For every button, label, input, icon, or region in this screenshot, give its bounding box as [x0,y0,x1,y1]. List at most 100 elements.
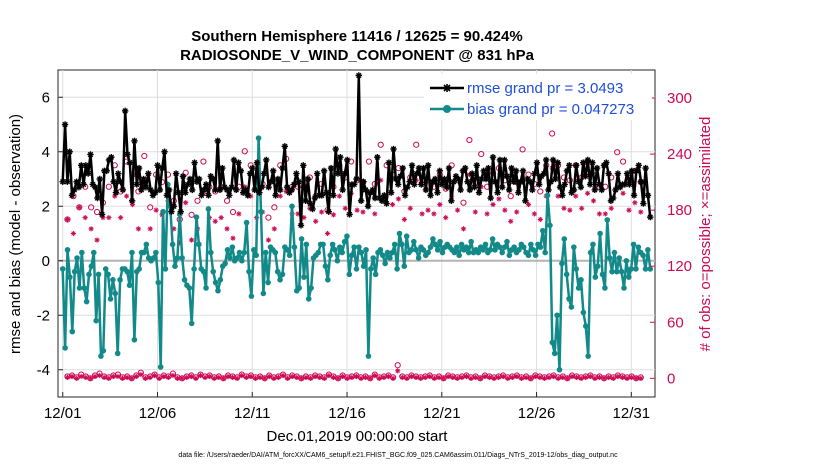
obs-assimilated-marker [324,230,331,237]
obs-assimilated-marker [573,193,579,199]
obs-assimilated-marker [395,368,401,374]
obs-assimilated-stroke [556,376,561,381]
rmse-series-point [517,178,524,185]
obs-assimilated-marker [142,375,149,381]
obs-assimilated-stroke [303,375,309,380]
bias-series-point [243,219,250,226]
bias-series-point [451,249,458,256]
obs-assimilated-marker [354,207,360,213]
obs-assimilated-stroke [301,215,307,220]
bias-series-point [334,257,341,264]
obs-assimilated-stroke [400,375,405,380]
rmse-series-point [226,192,233,199]
obs-assimilated-marker [561,205,567,211]
bias-series-point [465,249,472,256]
obs-assimilated-marker [188,373,194,380]
bias-series-point [463,244,470,250]
rmse-series-point [420,164,427,172]
obs-assimilated-stroke [634,376,639,381]
obs-assimilated-stroke [189,374,194,379]
y-axis-label-right: # of obs: o=possible; ×=assimilated [697,117,714,352]
bias-series-point [141,249,147,256]
rmse-series-point-stroke [196,176,202,182]
obs-assimilated-stroke [153,207,159,213]
obs-assimilated-marker [106,215,112,221]
rmse-series-point-stroke [622,181,628,188]
rmse-series-point [235,159,242,166]
obs-assimilated-stroke [88,226,94,232]
obs-assimilated-stroke [65,217,70,222]
obs-possible-marker [271,204,278,211]
rmse-series-point-stroke [455,176,462,182]
rmse-series-point [443,183,450,191]
obs-assimilated-stroke [325,231,330,236]
rmse-series-point-stroke [624,170,630,177]
rmse-series-point-stroke [490,154,496,160]
obs-assimilated-marker [152,372,158,379]
obs-assimilated-stroke [532,211,537,217]
rmse-series-point [293,170,300,177]
bias-series-point [496,244,503,250]
rmse-series-point [487,194,494,202]
y-tick-label-right: 240 [667,146,692,163]
obs-assimilated-stroke [354,207,360,213]
bias-series-point [301,274,307,280]
obs-assimilated-marker [76,204,82,210]
bias-series-point [296,285,302,291]
bias-series-point [258,208,264,215]
obs-assimilated-marker [271,375,277,381]
obs-possible-marker [141,152,148,160]
rmse-series-point [108,154,115,161]
rmse-series-point-stroke [587,181,593,188]
obs-assimilated-marker [70,230,76,237]
obs-assimilated-marker [615,373,621,380]
rmse-series-point-stroke [272,192,279,199]
rmse-series-point [383,200,390,207]
rmse-series-point [598,186,605,194]
rmse-series-point [637,178,645,185]
obs-assimilated-marker [431,211,437,217]
obs-assimilated-stroke [183,200,188,205]
obs-assimilated-stroke [510,375,515,380]
rmse-series-point-stroke [631,192,637,199]
rmse-series-point-stroke [406,178,413,185]
rmse-series-point-stroke [263,157,270,163]
bias-series-point [432,241,439,248]
rmse-series-point-stroke [527,178,533,185]
rmse-series-point-stroke [425,162,431,169]
rmse-series-point [87,151,94,158]
obs-assimilated-marker [440,375,447,381]
rmse-series-point [154,162,161,169]
obs-assimilated-marker [477,375,483,381]
bias-series-point [196,241,202,248]
obs-assimilated-stroke [308,376,313,381]
rmse-series-point-stroke [138,187,145,193]
rmse-series-point [304,175,312,183]
obs-assimilated-stroke [603,211,608,217]
obs-possible-marker [188,211,195,218]
bias-series-point [277,277,283,283]
bias-series-point [150,255,157,261]
bias-series-point [358,249,365,256]
rmse-series-point-stroke [328,165,334,171]
rmse-series-point-stroke [564,168,570,174]
bias-series-point [217,277,224,283]
rmse-series-point-stroke [203,181,209,188]
obs-assimilated-stroke [175,376,180,381]
obs-assimilated-stroke [267,374,272,379]
obs-assimilated-marker [64,216,71,223]
obs-assimilated-stroke [579,206,584,211]
bias-series-point [157,364,164,370]
obs-assimilated-stroke [161,374,166,379]
obs-assimilated-stroke [106,376,111,381]
obs-assimilated-stroke [212,376,217,381]
obs-assimilated-stroke [437,202,443,207]
obs-assimilated-marker [463,373,470,380]
obs-assimilated-stroke [312,374,318,379]
bias-series-point [93,317,99,324]
obs-assimilated-stroke [239,373,244,378]
rmse-series-point [522,197,529,204]
obs-assimilated-marker [404,375,410,381]
y-tick-label-right: 180 [667,202,692,219]
obs-assimilated-marker [321,375,327,381]
